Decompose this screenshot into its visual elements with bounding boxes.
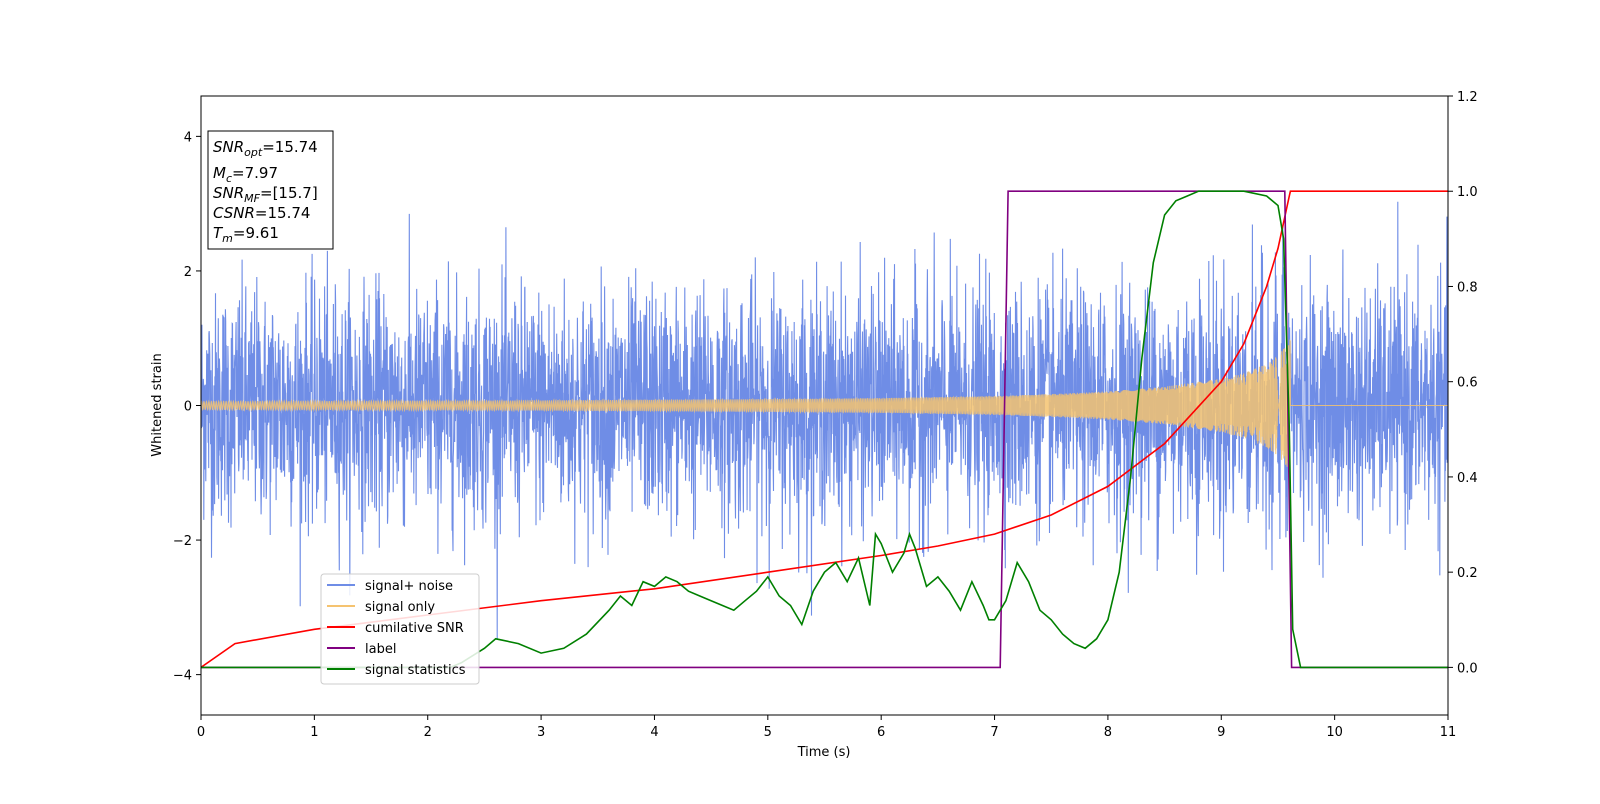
y2-tick-label: 0.6 bbox=[1457, 376, 1478, 391]
y2-tick-label: 0.8 bbox=[1457, 280, 1478, 295]
series-signal-only bbox=[201, 339, 1448, 467]
y2-tick-label: 0.2 bbox=[1457, 566, 1478, 581]
y2-tick-label: 0.4 bbox=[1457, 471, 1478, 486]
y-tick-label: 0 bbox=[184, 400, 192, 415]
legend-label-signal-statistics: signal statistics bbox=[365, 663, 466, 678]
info-snr-mf: SNRMF=[15.7] bbox=[213, 184, 318, 205]
x-axis: 0 1 2 3 4 5 6 7 8 9 10 11 bbox=[197, 715, 1456, 740]
legend-label-cumulative-snr: cumilative SNR bbox=[365, 621, 464, 636]
signal-only-line bbox=[201, 339, 1448, 467]
y-tick-label: −2 bbox=[173, 534, 192, 549]
y2-tick-label: 1.0 bbox=[1457, 185, 1478, 200]
x-tick-label: 10 bbox=[1326, 725, 1343, 740]
x-tick-label: 4 bbox=[650, 725, 658, 740]
x-axis-label: Time (s) bbox=[797, 745, 851, 760]
legend-label-signal-only: signal only bbox=[365, 600, 435, 615]
y-tick-label: 4 bbox=[184, 130, 192, 145]
y-tick-label: 2 bbox=[184, 265, 192, 280]
info-tm: Tm=9.61 bbox=[213, 224, 279, 245]
y-tick-label: −4 bbox=[173, 669, 192, 684]
y-axis-right: 0.0 0.2 0.4 0.6 0.8 1.0 1.2 bbox=[1448, 90, 1478, 676]
x-tick-label: 1 bbox=[310, 725, 318, 740]
x-tick-label: 11 bbox=[1440, 725, 1457, 740]
signal-statistics-line bbox=[201, 190, 1448, 669]
x-tick-label: 8 bbox=[1104, 725, 1112, 740]
x-tick-label: 7 bbox=[990, 725, 998, 740]
info-mc: Mc=7.97 bbox=[213, 164, 278, 185]
legend: signal+ noise signal only cumilative SNR… bbox=[320, 573, 480, 685]
legend-box bbox=[320, 573, 480, 685]
y2-tick-label: 0.0 bbox=[1457, 661, 1478, 676]
y-axis-label: Whitened strain bbox=[150, 353, 165, 456]
info-snr-opt: SNRopt=15.74 bbox=[213, 138, 318, 159]
x-tick-label: 0 bbox=[197, 725, 205, 740]
info-box: SNRopt=15.74 Mc=7.97 SNRMF=[15.7] CSNR=1… bbox=[207, 130, 334, 250]
x-tick-label: 9 bbox=[1217, 725, 1225, 740]
info-csnr: CSNR=15.74 bbox=[213, 204, 310, 222]
x-tick-label: 6 bbox=[877, 725, 885, 740]
x-tick-label: 2 bbox=[424, 725, 432, 740]
y2-tick-label: 1.2 bbox=[1457, 90, 1478, 105]
legend-label-signal-noise: signal+ noise bbox=[365, 579, 453, 594]
x-tick-label: 5 bbox=[764, 725, 772, 740]
legend-label-label: label bbox=[365, 642, 396, 657]
x-tick-label: 3 bbox=[537, 725, 545, 740]
y-axis-left: −4 −2 0 2 4 bbox=[173, 130, 201, 684]
